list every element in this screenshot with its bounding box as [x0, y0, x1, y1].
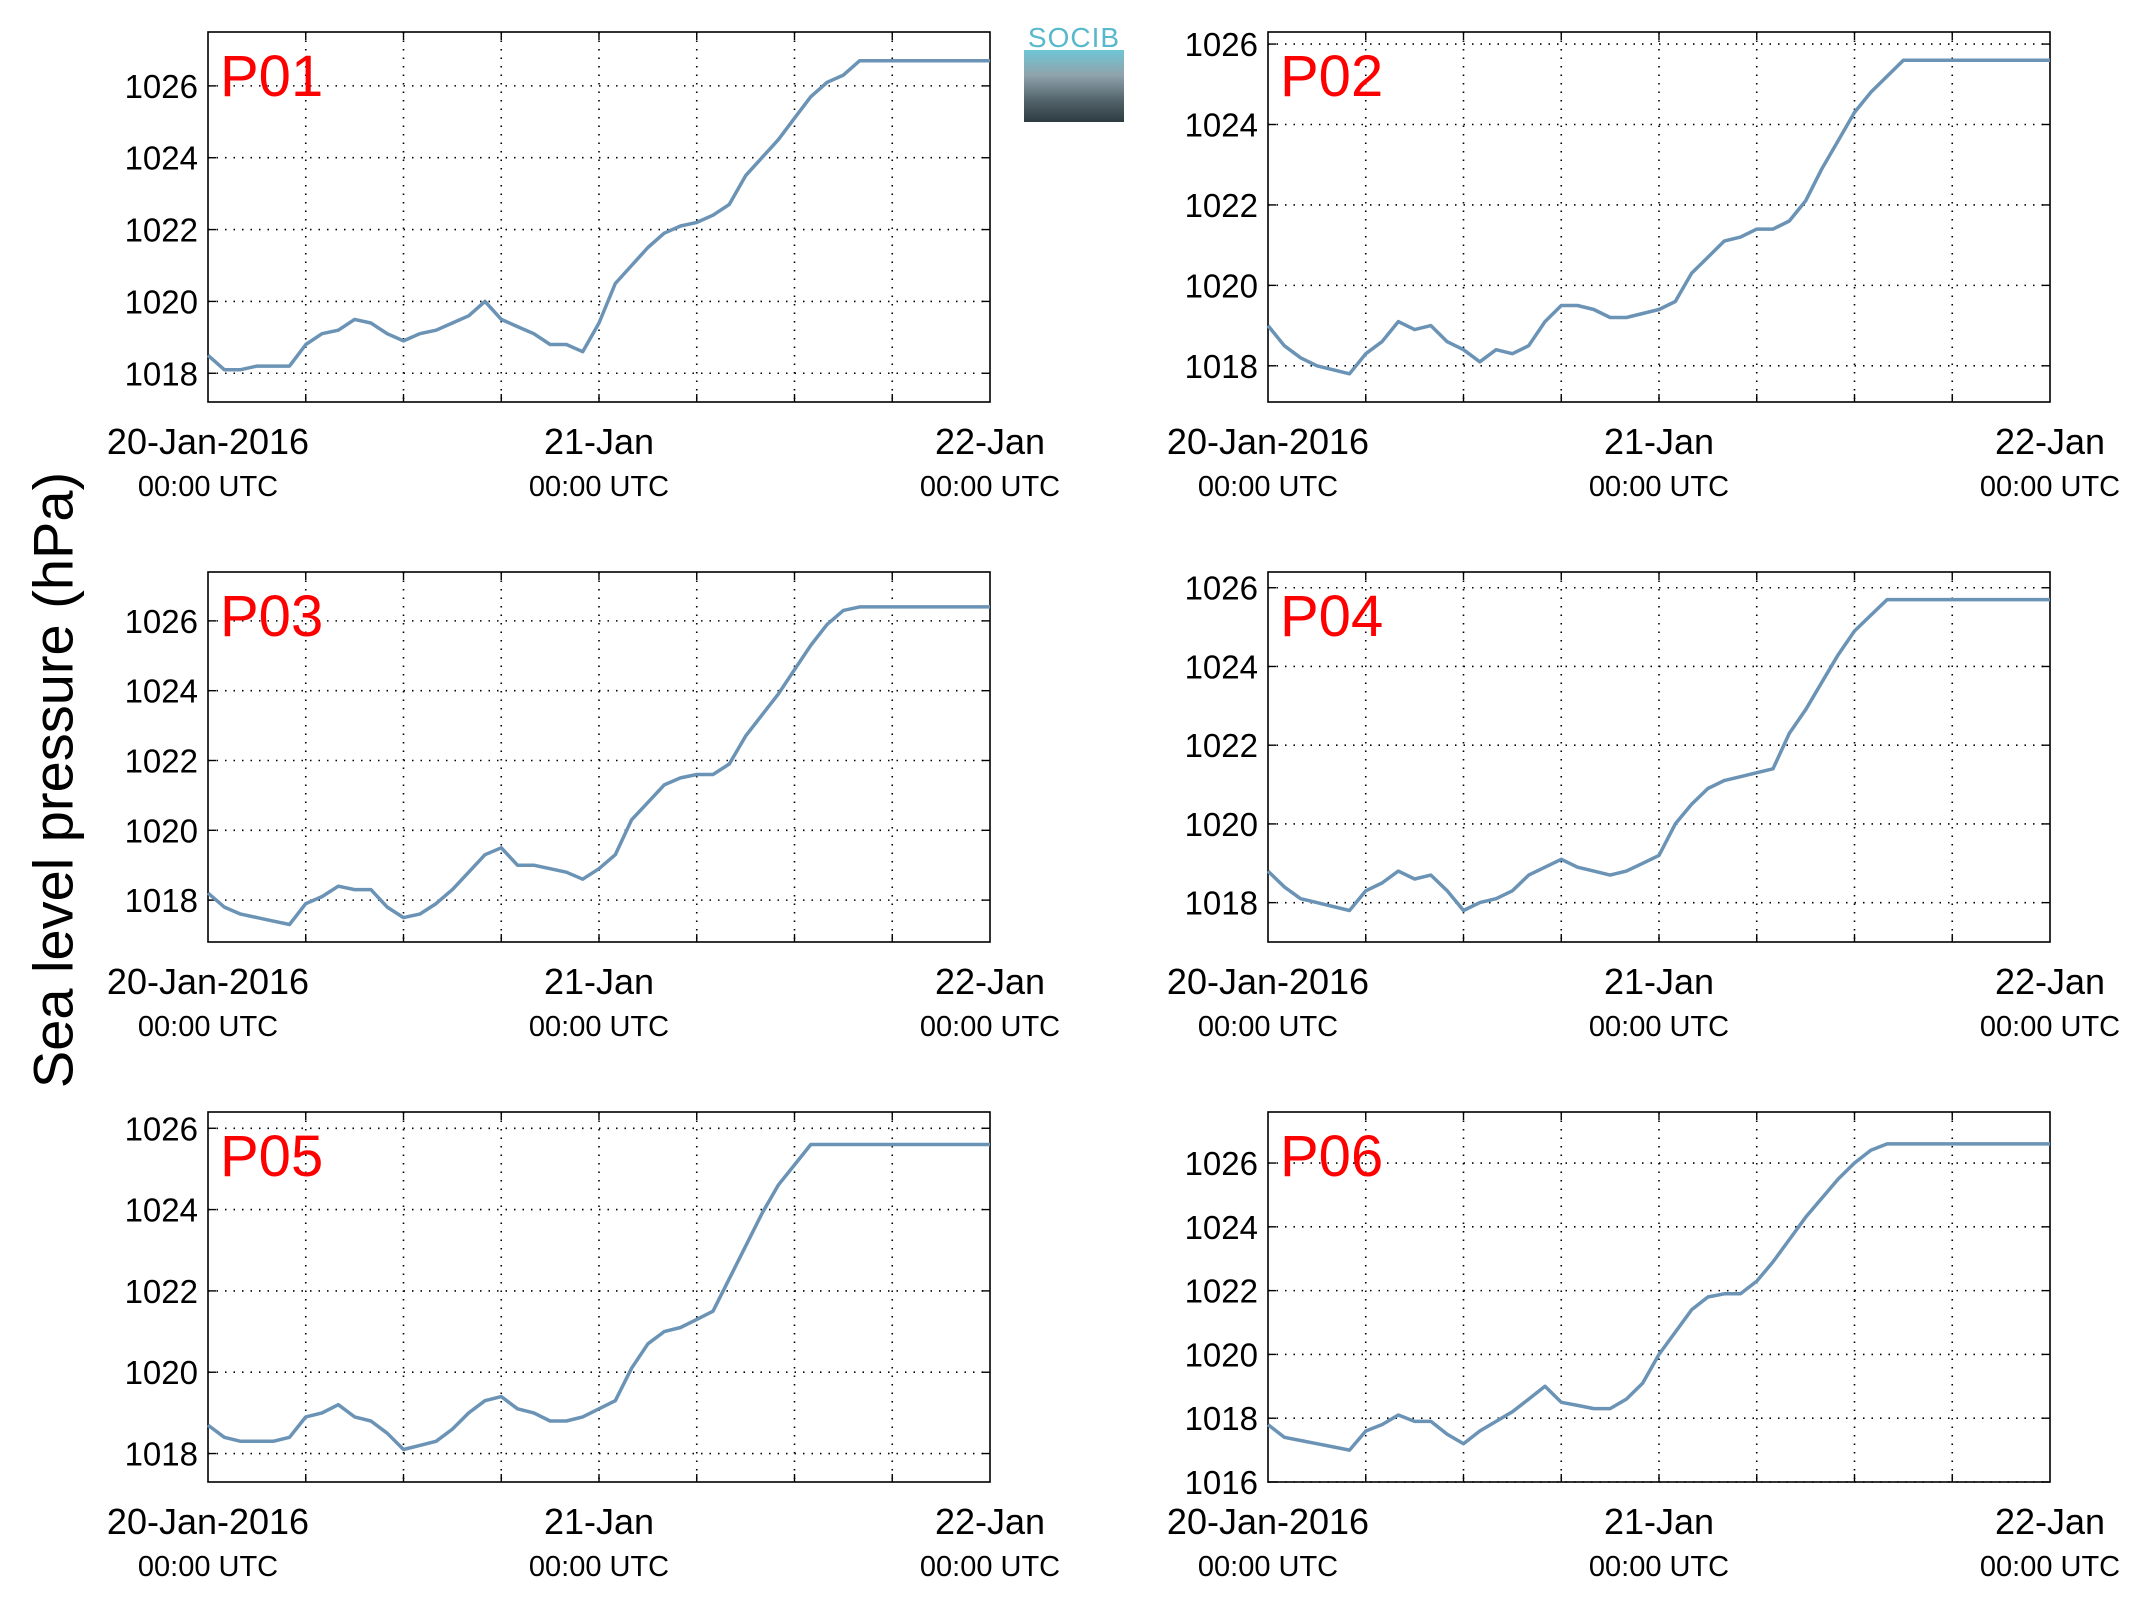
y-tick-label: 1022 — [1185, 1273, 1258, 1310]
y-tick-label: 1020 — [125, 812, 198, 849]
y-tick-label: 1018 — [125, 1436, 198, 1473]
x-tick-label: 22-Jan — [935, 421, 1045, 462]
x-tick-sublabel: 00:00 UTC — [1589, 471, 1729, 503]
socib-logo: SOCIB — [1024, 22, 1124, 122]
pressure-series-line — [1266, 597, 2050, 913]
chart-panel-5: 1018 1020 1022 1024 1026 20-Jan-2016 00:00 UTC… — [107, 1110, 1060, 1583]
logo-graphic — [1024, 50, 1124, 122]
x-tick-sublabel: 00:00 UTC — [138, 471, 278, 503]
y-tick-label: 1020 — [125, 1354, 198, 1391]
panel-label: P06 — [1280, 1124, 1383, 1189]
y-tick-label: 1022 — [1185, 727, 1258, 764]
x-tick-label: 20-Jan-2016 — [107, 421, 309, 462]
x-tick-label: 21-Jan — [544, 961, 654, 1002]
pressure-series-line — [1266, 58, 2050, 376]
x-tick-label: 22-Jan — [1995, 961, 2105, 1002]
y-tick-label: 1020 — [125, 283, 198, 320]
x-tick-sublabel: 00:00 UTC — [529, 1551, 669, 1583]
plot-frame — [207, 571, 991, 943]
logo-text: SOCIB — [1027, 22, 1121, 53]
x-tick-sublabel: 00:00 UTC — [1198, 1011, 1338, 1043]
y-tick-label: 1024 — [125, 140, 198, 177]
y-tick-label: 1022 — [125, 212, 198, 249]
plot-frame — [1267, 1111, 2051, 1483]
panel-label: P05 — [220, 1124, 323, 1189]
y-tick-label: 1026 — [125, 603, 198, 640]
y-tick-label: 1018 — [1185, 348, 1258, 385]
chart-panel-1: 1018 1020 1022 1024 1026 20-Jan-2016 00:00 UTC… — [107, 31, 1060, 503]
pressure-series-line — [206, 58, 990, 372]
panel-label: P04 — [1280, 584, 1383, 649]
y-tick-label: 1026 — [1185, 26, 1258, 63]
y-tick-label: 1024 — [125, 673, 198, 710]
pressure-series-line — [206, 605, 990, 927]
x-tick-label: 21-Jan — [544, 421, 654, 462]
y-tick-label: 1026 — [1185, 1145, 1258, 1182]
y-tick-label: 1020 — [1185, 267, 1258, 304]
y-tick-label: 1026 — [1185, 570, 1258, 607]
y-tick-label: 1022 — [125, 742, 198, 779]
y-tick-label: 1024 — [1185, 1209, 1258, 1246]
x-tick-label: 21-Jan — [544, 1501, 654, 1542]
chart-panel-2: 1018 1020 1022 1024 1026 20-Jan-2016 00:00 UTC… — [1167, 26, 2120, 503]
x-tick-label: 20-Jan-2016 — [107, 961, 309, 1002]
y-tick-label: 1026 — [125, 1110, 198, 1147]
x-tick-sublabel: 00:00 UTC — [920, 1011, 1060, 1043]
x-tick-label: 22-Jan — [935, 1501, 1045, 1542]
x-tick-label: 22-Jan — [935, 961, 1045, 1002]
x-tick-sublabel: 00:00 UTC — [920, 1551, 1060, 1583]
x-tick-label: 20-Jan-2016 — [107, 1501, 309, 1542]
x-tick-label: 20-Jan-2016 — [1167, 421, 1369, 462]
y-tick-label: 1026 — [125, 68, 198, 105]
pressure-series-line — [1266, 1142, 2050, 1452]
x-tick-sublabel: 00:00 UTC — [529, 471, 669, 503]
x-tick-label: 21-Jan — [1604, 421, 1714, 462]
pressure-series-line — [206, 1142, 990, 1452]
y-tick-label: 1018 — [125, 355, 198, 392]
plot-frame — [207, 31, 991, 403]
plot-frame — [1267, 571, 2051, 943]
y-tick-label: 1018 — [1185, 885, 1258, 922]
x-tick-sublabel: 00:00 UTC — [1589, 1011, 1729, 1043]
x-tick-sublabel: 00:00 UTC — [1589, 1551, 1729, 1583]
chart-panel-3: 1018 1020 1022 1024 1026 20-Jan-2016 00:00 UTC… — [107, 571, 1060, 1043]
x-tick-sublabel: 00:00 UTC — [1980, 1551, 2120, 1583]
x-tick-label: 22-Jan — [1995, 1501, 2105, 1542]
y-tick-label: 1020 — [1185, 806, 1258, 843]
y-tick-label: 1016 — [1185, 1464, 1258, 1501]
y-tick-label: 1022 — [1185, 187, 1258, 224]
x-tick-sublabel: 00:00 UTC — [138, 1551, 278, 1583]
chart-panel-6: 1016 1018 1020 1022 1024 1026 20-Jan-2016 00:00… — [1167, 1111, 2120, 1583]
x-tick-label: 20-Jan-2016 — [1167, 961, 1369, 1002]
x-tick-sublabel: 00:00 UTC — [529, 1011, 669, 1043]
y-tick-label: 1024 — [125, 1192, 198, 1229]
x-tick-label: 21-Jan — [1604, 1501, 1714, 1542]
y-tick-label: 1024 — [1185, 107, 1258, 144]
x-tick-sublabel: 00:00 UTC — [1980, 471, 2120, 503]
x-tick-label: 20-Jan-2016 — [1167, 1501, 1369, 1542]
plot-frame — [207, 1111, 991, 1483]
y-tick-label: 1018 — [1185, 1400, 1258, 1437]
chart-panel-4: 1018 1020 1022 1024 1026 20-Jan-2016 00:00 UTC… — [1167, 570, 2120, 1043]
x-tick-label: 21-Jan — [1604, 961, 1714, 1002]
x-tick-sublabel: 00:00 UTC — [138, 1011, 278, 1043]
panel-label: P01 — [220, 44, 323, 109]
plot-frame — [1267, 31, 2051, 403]
x-tick-sublabel: 00:00 UTC — [1980, 1011, 2120, 1043]
y-tick-label: 1020 — [1185, 1336, 1258, 1373]
x-tick-sublabel: 00:00 UTC — [920, 471, 1060, 503]
panel-label: P03 — [220, 584, 323, 649]
y-tick-label: 1022 — [125, 1273, 198, 1310]
x-tick-sublabel: 00:00 UTC — [1198, 471, 1338, 503]
y-tick-label: 1018 — [125, 882, 198, 919]
x-tick-label: 22-Jan — [1995, 421, 2105, 462]
x-tick-sublabel: 00:00 UTC — [1198, 1551, 1338, 1583]
panel-label: P02 — [1280, 44, 1383, 109]
y-tick-label: 1024 — [1185, 648, 1258, 685]
